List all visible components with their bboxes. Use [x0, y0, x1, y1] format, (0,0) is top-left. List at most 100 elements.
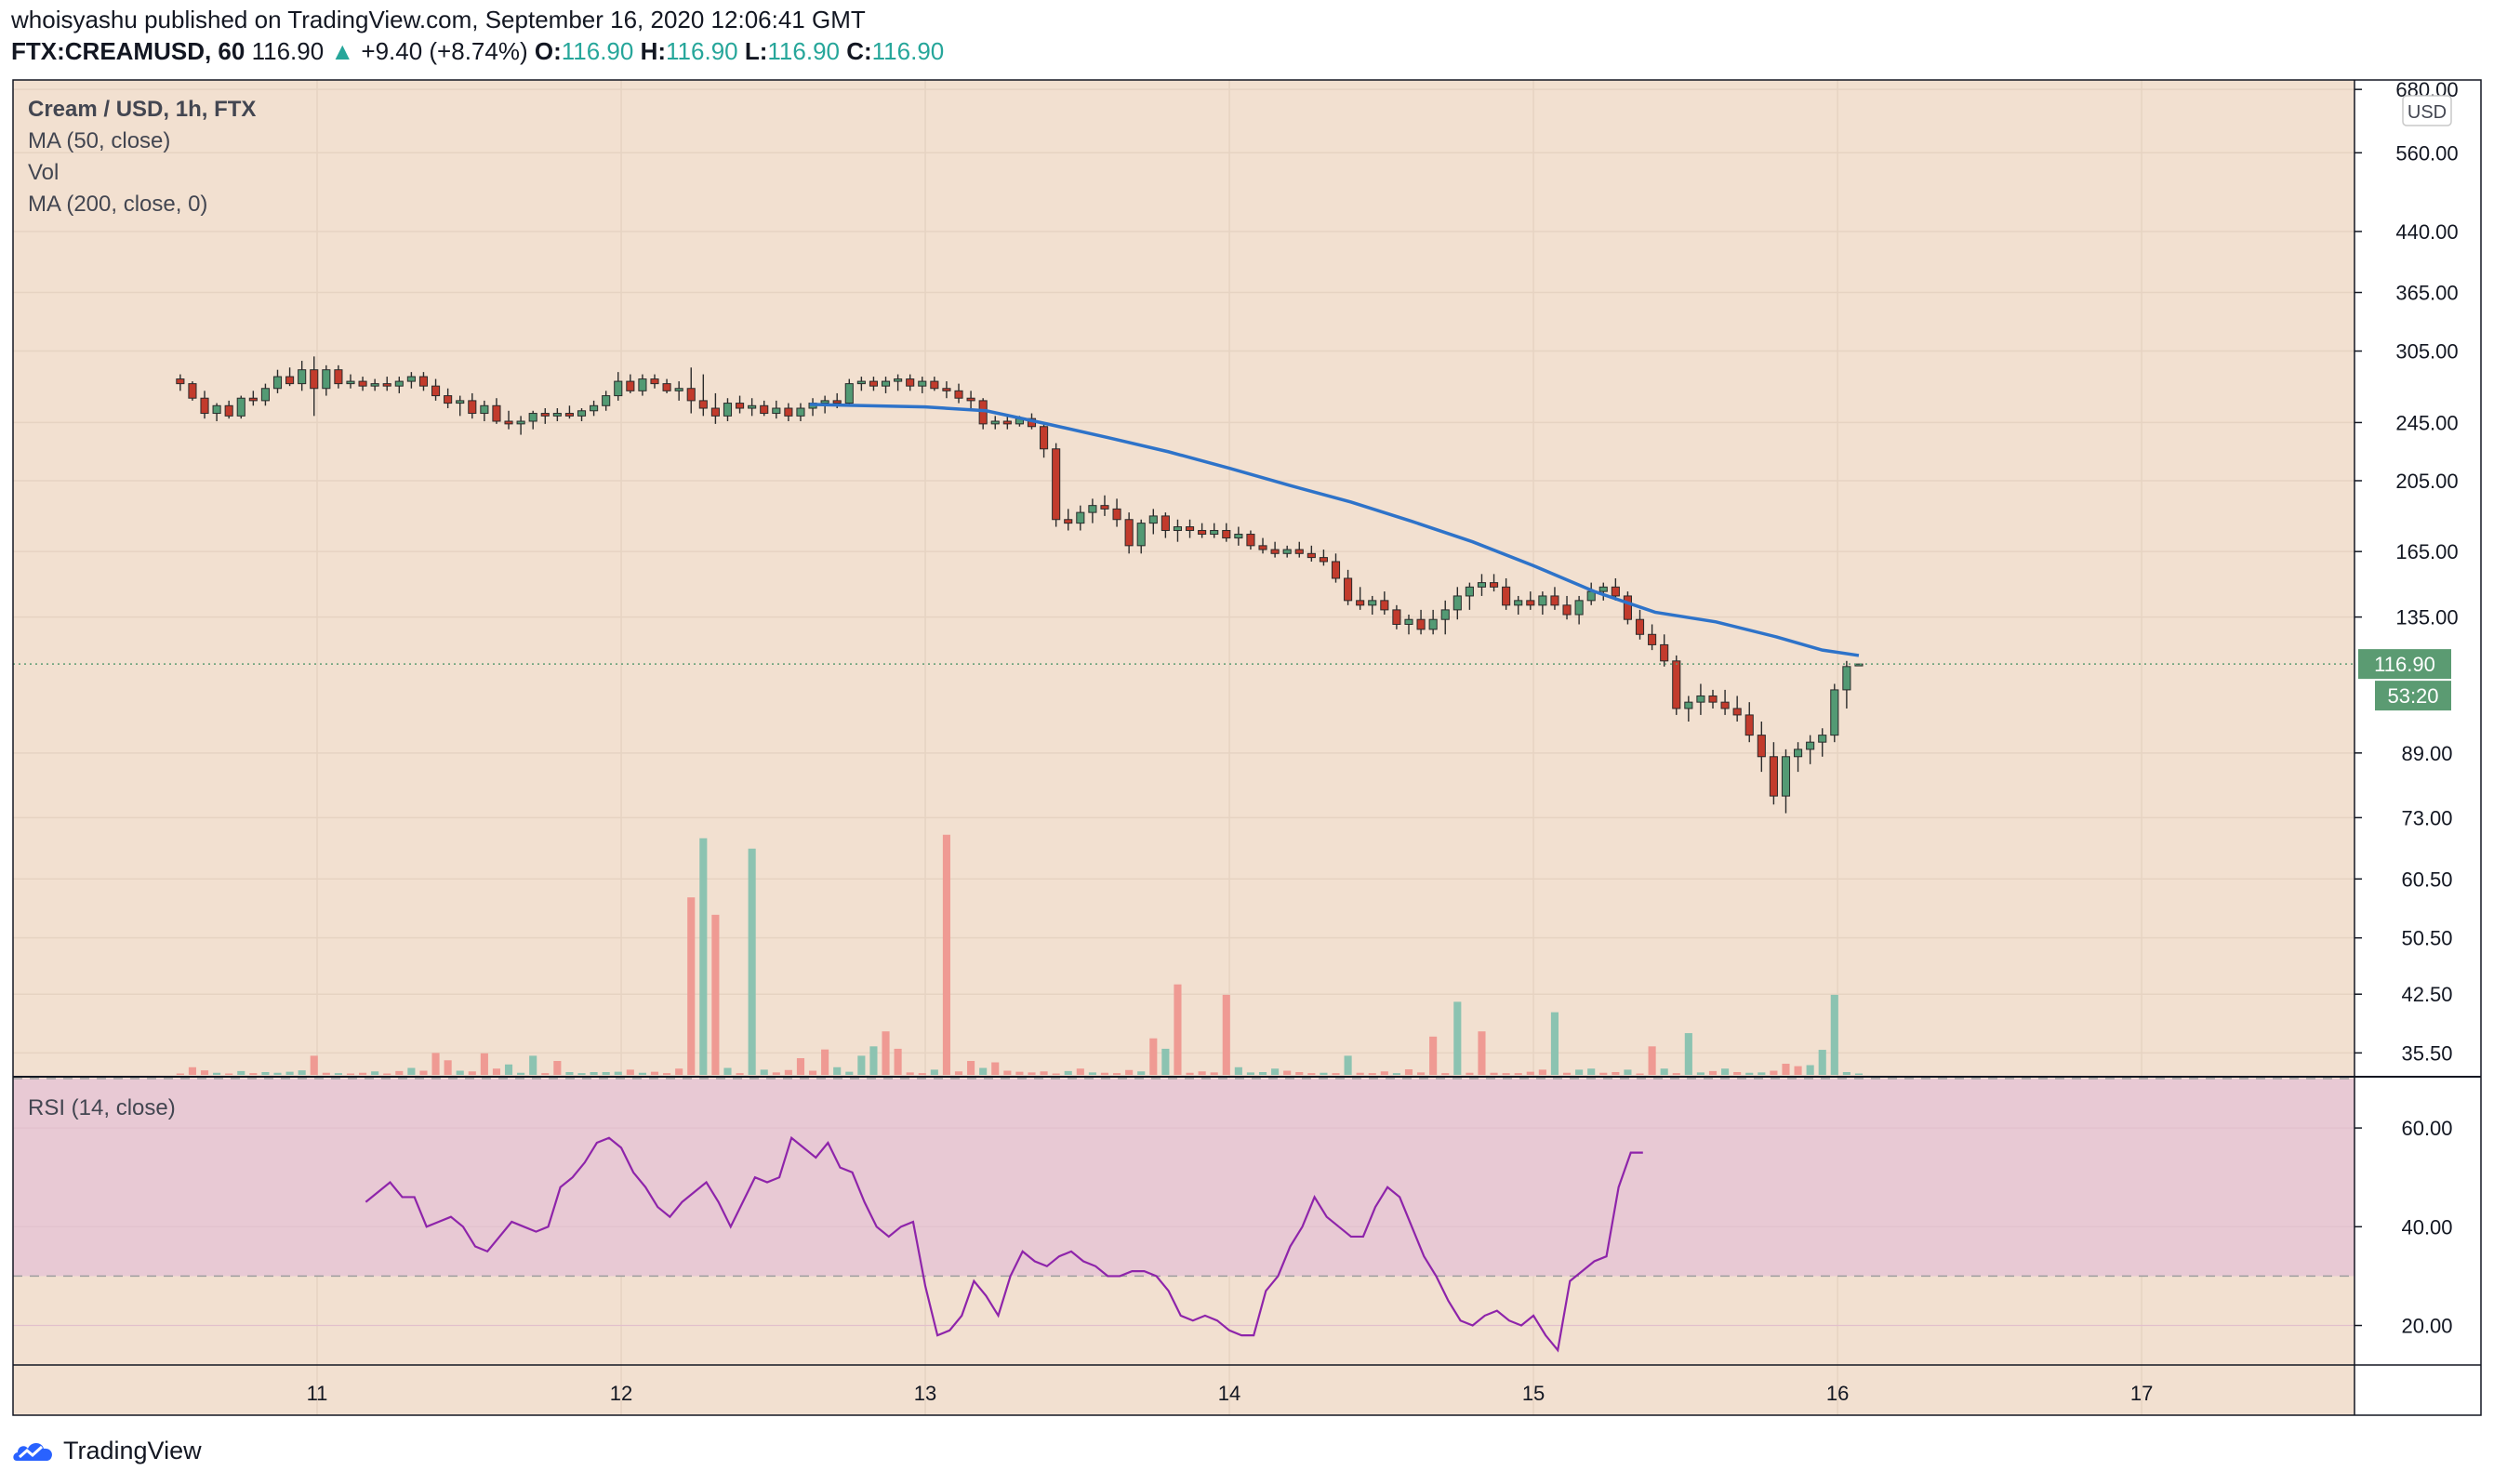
candle-down	[334, 369, 343, 385]
tradingview-logo[interactable]: TradingView	[11, 1432, 202, 1469]
volume-bar	[1052, 1073, 1060, 1076]
candle-up	[894, 378, 903, 382]
candle-down	[1222, 530, 1231, 539]
volume-bar	[663, 1073, 671, 1075]
candle-up	[1598, 586, 1608, 592]
candle-down	[564, 413, 574, 417]
candle-up	[1076, 511, 1085, 524]
tradingview-cloud-icon	[13, 1443, 53, 1461]
symbol-label[interactable]: FTX:CREAMUSD, 60	[11, 37, 245, 65]
volume-bar	[480, 1053, 488, 1075]
volume-bar	[918, 1073, 926, 1075]
volume-bar	[273, 1072, 282, 1075]
volume-bar	[954, 1071, 963, 1075]
price-tick-label: 305.00	[2395, 340, 2458, 364]
volume-bar	[1550, 1012, 1559, 1075]
volume-bar	[1246, 1072, 1254, 1075]
volume-bar	[869, 1046, 878, 1075]
candle-down	[1660, 643, 1669, 662]
legend-main[interactable]: Cream / USD, 1h, FTX	[28, 97, 257, 122]
price-tick-label: 42.50	[2401, 983, 2452, 1006]
volume-bar	[1538, 1069, 1546, 1075]
volume-bar	[565, 1072, 574, 1075]
candle-down	[784, 407, 793, 417]
candle-down	[1502, 586, 1511, 606]
price-tick-label: 440.00	[2395, 220, 2458, 244]
volume-bar	[1648, 1046, 1656, 1075]
candle-up	[1428, 618, 1438, 630]
volume-bar	[723, 1067, 732, 1075]
candle-up	[918, 380, 927, 387]
candle-down	[248, 397, 258, 402]
volume-bar	[1174, 984, 1182, 1075]
volume-bar	[626, 1069, 634, 1075]
legend-vol[interactable]: Vol	[28, 160, 60, 185]
volume-bar	[444, 1060, 452, 1075]
volume-bar	[1721, 1068, 1730, 1075]
candle-down	[954, 390, 963, 399]
volume-bar	[1502, 1073, 1510, 1075]
time-tick-label: 17	[2130, 1382, 2153, 1405]
volume-bar	[1404, 1069, 1413, 1075]
volume-bar	[346, 1073, 355, 1076]
tradingview-wordmark: TradingView	[63, 1436, 202, 1464]
legend-rsi[interactable]: RSI (14, close)	[28, 1095, 176, 1120]
candle-up	[638, 378, 647, 391]
price-change: +9.40 (+8.74%)	[361, 37, 528, 65]
close-value: 116.90	[871, 37, 945, 65]
volume-bar	[1562, 1072, 1572, 1075]
candle-down	[382, 383, 391, 387]
volume-bar	[1028, 1072, 1036, 1075]
volume-bar	[1234, 1067, 1242, 1075]
volume-bar	[699, 838, 708, 1075]
volume-bar	[529, 1055, 537, 1075]
volume-bar	[553, 1061, 562, 1075]
low-value: 116.90	[767, 37, 840, 65]
volume-bar	[541, 1073, 550, 1075]
time-tick-label: 12	[610, 1382, 632, 1405]
candle-down	[310, 369, 319, 390]
volume-bar	[1258, 1072, 1267, 1075]
candle-down	[1635, 618, 1645, 635]
rsi-tick-label: 60.00	[2401, 1117, 2452, 1140]
volume-bar	[1283, 1070, 1292, 1075]
candle-up	[346, 380, 355, 385]
volume-bar	[1636, 1073, 1644, 1076]
rsi-tick-label: 20.00	[2401, 1315, 2452, 1338]
candle-down	[869, 380, 879, 387]
volume-bar	[1161, 1048, 1170, 1075]
candle-down	[1052, 448, 1061, 521]
volume-bar	[1429, 1036, 1438, 1075]
countdown-label: 53:20	[2387, 684, 2438, 708]
candle-down	[1258, 545, 1267, 550]
volume-bar	[711, 914, 720, 1075]
symbol-info-row: FTX:CREAMUSD, 60 116.90 ▲ +9.40 (+8.74%)…	[11, 37, 944, 66]
volume-bar	[310, 1055, 318, 1075]
volume-bar	[261, 1072, 270, 1075]
candle-down	[1648, 633, 1657, 645]
candle-up	[1368, 600, 1377, 606]
candle-up	[614, 380, 623, 397]
volume-bar	[1672, 1073, 1680, 1075]
candle-down	[686, 388, 696, 402]
candle-down	[1246, 534, 1255, 547]
candle-down	[1002, 420, 1012, 425]
candle-up	[394, 380, 404, 387]
volume-bar	[1417, 1072, 1426, 1075]
legend-ma50[interactable]: MA (50, close)	[28, 128, 171, 153]
volume-bar	[1660, 1068, 1668, 1075]
legend-ma200[interactable]: MA (200, close, 0)	[28, 192, 208, 217]
candle-up	[1842, 666, 1851, 691]
candle-down	[444, 395, 453, 404]
candle-up	[1574, 600, 1584, 616]
volume-bar	[1624, 1069, 1632, 1075]
candle-down	[504, 420, 513, 425]
volume-bar	[1441, 1073, 1450, 1075]
volume-bar	[431, 1053, 440, 1075]
candle-up	[322, 369, 331, 390]
volume-bar	[1696, 1072, 1704, 1075]
volume-bar	[857, 1055, 866, 1075]
volume-bar	[371, 1071, 379, 1075]
candle-down	[1611, 586, 1620, 597]
